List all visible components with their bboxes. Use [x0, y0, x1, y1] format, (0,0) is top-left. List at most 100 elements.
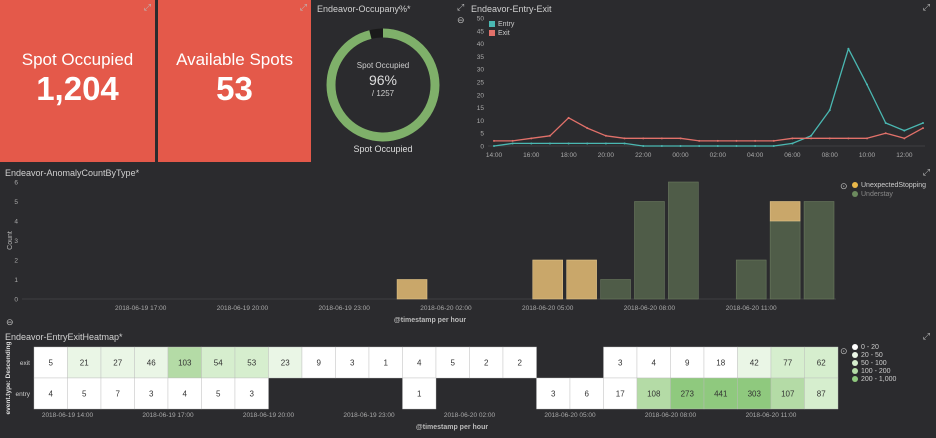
y-tick-label: 15 — [477, 105, 485, 112]
heatmap-cell — [67, 377, 102, 410]
panel-title: Endeavor-EntryExitHeatmap* — [5, 332, 123, 342]
x-axis-label: @timestamp per hour — [416, 424, 488, 431]
heatmap-cell-value: 6 — [585, 390, 590, 399]
heatmap-cell-value: 441 — [714, 390, 728, 399]
metric-label: Spot Occupied — [21, 50, 134, 69]
data-point — [810, 134, 813, 137]
data-point — [735, 145, 738, 147]
data-point — [679, 145, 682, 147]
expand-icon[interactable]: ⤢ — [299, 2, 307, 12]
data-point — [604, 134, 607, 137]
x-tick-label: 06:00 — [784, 152, 801, 159]
expand-icon[interactable]: ⤢ — [922, 167, 930, 177]
legend-understay[interactable]: Understay — [852, 191, 893, 198]
y-tick-label: 40 — [477, 41, 485, 48]
legend-exit[interactable]: Exit — [489, 30, 510, 37]
legend-unexpected-stopping[interactable]: UnexpectedStopping — [852, 182, 926, 189]
heatmap-cell-value: 1 — [384, 359, 389, 368]
data-point — [698, 139, 701, 142]
y-axis-label: event.type: Descending — [5, 341, 12, 414]
heatmap-cell — [804, 377, 839, 410]
data-point — [530, 142, 533, 145]
heatmap-cell — [100, 377, 135, 410]
y-tick-label: 25 — [477, 80, 485, 87]
metric-value: 1,204 — [36, 70, 119, 107]
collapse-legend-icon[interactable]: ⊙ — [840, 346, 848, 356]
x-tick-label: 2018-06-20 11:00 — [746, 412, 797, 419]
legend-swatch — [489, 30, 495, 37]
bar-understay — [735, 259, 767, 300]
y-tick-label: 0 — [480, 144, 484, 151]
x-tick-label: 12:00 — [896, 152, 913, 159]
bar-unexpectedstopping — [769, 201, 801, 222]
bar-understay — [803, 201, 835, 300]
legend-label: 0 - 20 — [861, 344, 879, 351]
data-point — [866, 137, 869, 140]
collapse-legend-icon[interactable]: ⊖ — [457, 15, 465, 25]
x-tick-label: 20:00 — [598, 152, 615, 159]
heatmap-cell — [167, 377, 202, 410]
heatmap-legend-item[interactable]: 100 - 200 — [852, 368, 896, 375]
expand-icon[interactable]: ⤢ — [457, 2, 465, 12]
heatmap-cell — [402, 346, 437, 379]
heatmap-cell — [268, 346, 303, 379]
heatmap-cell — [167, 346, 202, 379]
panel-title: Endeavor-Entry-Exit — [471, 4, 552, 14]
expand-icon[interactable]: ⤢ — [922, 331, 930, 341]
legend-swatch — [489, 21, 495, 28]
heatmap-cell-value: 77 — [783, 359, 792, 368]
heatmap-cell-value: 3 — [250, 390, 255, 399]
heatmap-cell — [502, 346, 537, 379]
heatmap-cell-value: 4 — [49, 390, 54, 399]
y-tick-label: 30 — [477, 67, 485, 74]
data-point — [716, 145, 719, 147]
occupancy-gauge: Spot Occupied 96% / 1257 Spot Occupied — [326, 28, 440, 154]
x-tick-label: 2018-06-19 14:00 — [42, 412, 94, 419]
legend-entry[interactable]: Entry — [489, 21, 514, 28]
x-tick-label: 2018-06-19 17:00 — [142, 412, 194, 419]
row-label: entry — [16, 391, 31, 398]
collapse-legend-icon[interactable]: ⊙ — [840, 181, 848, 191]
y-tick-label: 35 — [477, 54, 485, 61]
heatmap-cell-value: 5 — [49, 359, 54, 368]
heatmap-legend-item[interactable]: 0 - 20 — [852, 344, 896, 351]
collapse-icon[interactable]: ⊖ — [6, 317, 14, 327]
heatmap-cell — [636, 377, 671, 410]
heatmap-cell-value: 7 — [116, 390, 121, 399]
y-tick-label: 5 — [480, 131, 484, 138]
heatmap-legend: 0 - 20 20 - 50 50 - 100 100 - 200 200 - 1,00… — [852, 344, 896, 384]
data-point — [772, 139, 775, 142]
x-tick-label: 2018-06-20 08:00 — [645, 412, 697, 419]
row-label: exit — [20, 360, 30, 367]
heatmap-cell-value: 9 — [685, 359, 690, 368]
heatmap-cell — [234, 377, 269, 410]
heatmap-cell — [67, 346, 102, 379]
heatmap-cell-value: 18 — [716, 359, 725, 368]
y-tick-label: 45 — [477, 28, 485, 35]
data-point — [847, 137, 850, 140]
heatmap-cell-value: 27 — [113, 359, 122, 368]
x-tick-label: 14:00 — [486, 152, 503, 159]
data-point — [548, 134, 551, 137]
expand-icon[interactable]: ⤢ — [143, 2, 151, 12]
heatmap-cell — [134, 377, 169, 410]
heatmap-cell — [100, 346, 135, 379]
heatmap-legend-item[interactable]: 50 - 100 — [852, 360, 896, 367]
y-tick-label: 4 — [14, 219, 18, 226]
x-tick-label: 04:00 — [747, 152, 764, 159]
x-tick-label: 16:00 — [523, 152, 540, 159]
expand-icon[interactable]: ⤢ — [922, 2, 930, 12]
data-point — [623, 137, 626, 140]
heatmap-cell-value: 62 — [817, 359, 826, 368]
y-tick-label: 20 — [477, 92, 485, 99]
heatmap-legend-item[interactable]: 200 - 1,000 — [852, 376, 896, 383]
data-point — [604, 142, 607, 145]
data-point — [623, 142, 626, 145]
data-point — [660, 145, 663, 147]
bar-understay — [634, 201, 665, 300]
heatmap-cell-value: 103 — [178, 359, 192, 368]
heatmap-cell-value: 42 — [750, 359, 759, 368]
entry-exit-panel: ⤢ ⤢ Endeavor-Entry-Exit ⊖ Entry Exit 0 5 1… — [455, 0, 936, 162]
series-line-entry — [493, 48, 924, 147]
heatmap-legend-item[interactable]: 20 - 50 — [852, 352, 896, 359]
